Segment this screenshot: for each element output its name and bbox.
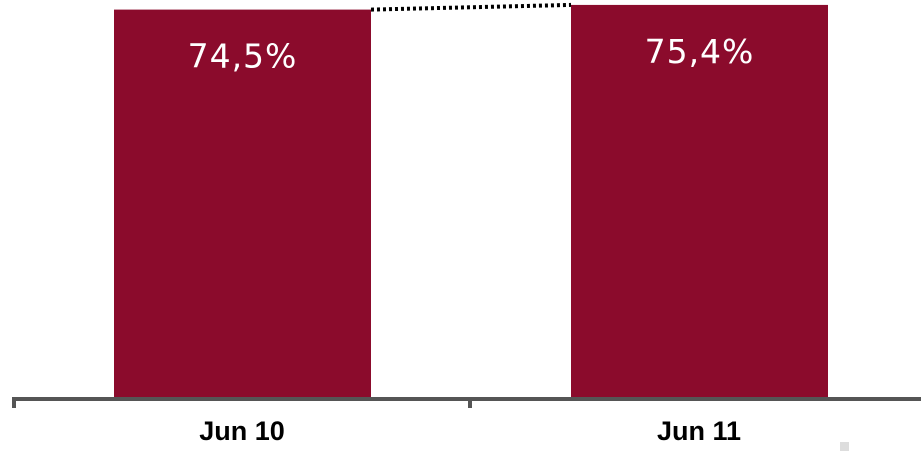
category-label-1: Jun 10 (199, 416, 285, 446)
legend-marker (840, 442, 849, 451)
connector-line-1 (371, 5, 571, 10)
x-axis (13, 397, 921, 408)
connectors-group (371, 5, 571, 10)
category-label-2: Jun 11 (657, 416, 741, 446)
category-labels-group: Jun 10 Jun 11 (199, 416, 741, 446)
value-labels-group: 74,5% 75,4% (188, 32, 755, 76)
bar-value-label-2: 75,4% (645, 32, 755, 71)
bar-value-label-1: 74,5% (188, 37, 298, 76)
